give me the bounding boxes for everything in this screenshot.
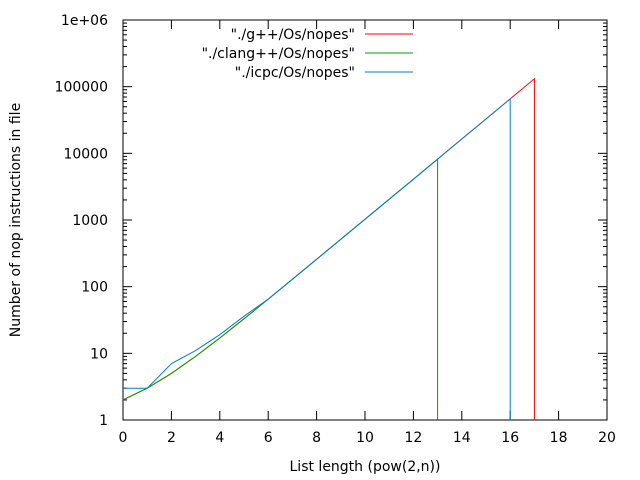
- y-tick-label: 100000: [55, 80, 108, 96]
- y-tick-label: 10: [90, 346, 108, 362]
- x-tick-label: 10: [356, 430, 374, 446]
- x-tick-label: 6: [264, 430, 273, 446]
- x-tick-label: 18: [550, 430, 568, 446]
- x-tick-label: 14: [453, 430, 471, 446]
- legend-label-3: "./icpc/Os/nopes": [235, 65, 355, 81]
- legend-label-1: "./g++/Os/nopes": [231, 27, 355, 43]
- y-tick-label: 100: [81, 280, 108, 296]
- x-tick-label: 12: [404, 430, 422, 446]
- x-tick-label: 0: [119, 430, 128, 446]
- series-line-3: [123, 97, 511, 420]
- legend-label-2: "./clang++/Os/nopes": [202, 46, 355, 62]
- y-tick-label: 1: [99, 413, 108, 429]
- y-tick-label: 1000: [72, 213, 108, 229]
- ticks: 0 2 4 6 8 10 12 14 16 18 20 1 10 100 1000 10000 100000 1e…: [55, 13, 616, 446]
- x-tick-label: 8: [312, 430, 321, 446]
- x-tick-label: 2: [167, 430, 176, 446]
- legend: "./g++/Os/nopes" "./clang++/Os/nopes" "./i…: [202, 27, 413, 81]
- y-tick-label: 10000: [63, 146, 108, 162]
- x-tick-label: 20: [598, 430, 616, 446]
- x-axis-label: List length (pow(2,n)): [290, 459, 441, 475]
- y-tick-label: 1e+06: [61, 13, 108, 29]
- x-tick-label: 4: [215, 430, 224, 446]
- x-tick-label: 16: [501, 430, 519, 446]
- series-group: [122, 77, 535, 420]
- y-axis-label: Number of nop instructions in file: [8, 103, 24, 337]
